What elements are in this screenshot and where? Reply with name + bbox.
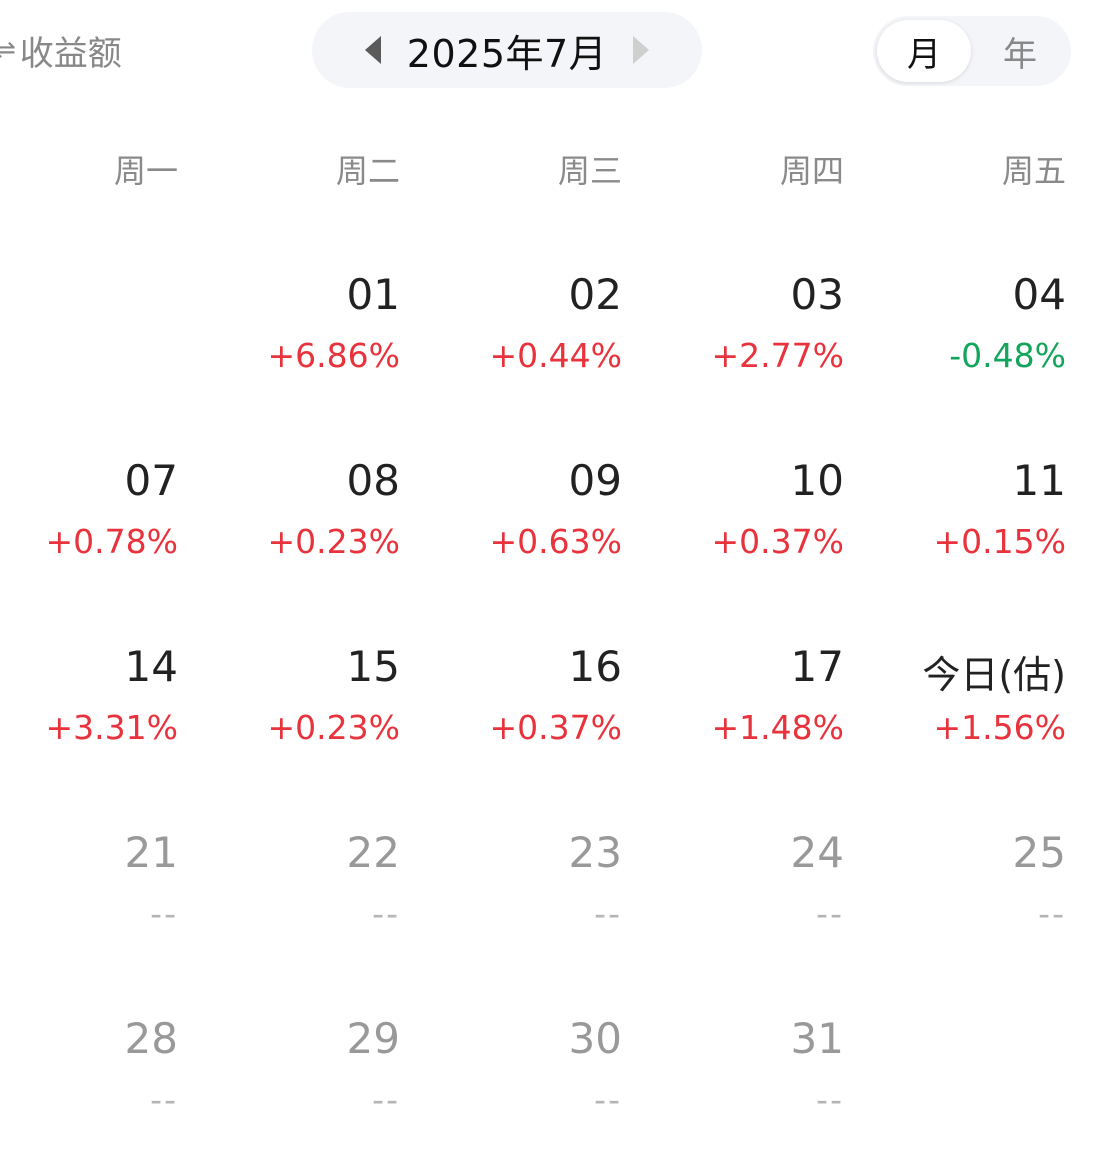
period-month-button[interactable]: 月 (877, 20, 971, 82)
calendar-day[interactable]: 03 +2.77% (624, 270, 844, 430)
metric-toggle-label: 收益额 (19, 33, 122, 74)
day-return-percent: -- (816, 894, 844, 933)
previous-month-icon[interactable] (364, 36, 381, 64)
calendar-day[interactable]: 21 -- (0, 828, 178, 988)
calendar-day[interactable]: 16 +0.37% (402, 642, 622, 802)
day-number: 01 (346, 270, 400, 319)
month-picker: 2025年7月 (312, 12, 702, 88)
day-number: 28 (124, 1014, 178, 1063)
calendar-day[interactable]: 22 -- (180, 828, 400, 988)
day-return-percent: +0.78% (45, 522, 178, 561)
day-number: 30 (568, 1014, 622, 1063)
day-return-percent: -- (150, 894, 178, 933)
weekday-label: 周四 (779, 152, 844, 190)
weekday-header-row: 周一 周二 周三 周四 周五 (0, 146, 1106, 190)
day-return-percent: -- (372, 1080, 400, 1119)
next-month-icon[interactable] (633, 36, 650, 64)
calendar-day[interactable]: 01 +6.86% (180, 270, 400, 430)
day-number: 22 (346, 828, 400, 877)
calendar-day[interactable]: 15 +0.23% (180, 642, 400, 802)
day-return-percent: -- (150, 1080, 178, 1119)
day-number: 今日(估) (922, 653, 1066, 697)
period-year-button[interactable]: 年 (1003, 34, 1037, 75)
day-number: 04 (1012, 270, 1066, 319)
calendar-day[interactable]: 30 -- (402, 1014, 622, 1174)
weekday-label: 周三 (557, 152, 622, 190)
day-return-percent: -0.48% (949, 336, 1066, 375)
day-return-percent: +2.77% (711, 336, 844, 375)
calendar-day[interactable]: 29 -- (180, 1014, 400, 1174)
day-return-percent: +1.56% (933, 708, 1066, 747)
day-number: 31 (790, 1014, 844, 1063)
day-number: 14 (124, 642, 178, 691)
day-number: 10 (790, 456, 844, 505)
calendar-day[interactable]: 17 +1.48% (624, 642, 844, 802)
calendar-grid: 01 +6.86% 02 +0.44% 03 +2.77% 04 -0.48% 07 +0.78%… (0, 270, 1066, 1119)
day-return-percent: -- (372, 894, 400, 933)
day-return-percent: +3.31% (45, 708, 178, 747)
day-number: 21 (124, 828, 178, 877)
calendar-day[interactable]: 31 -- (624, 1014, 844, 1174)
day-number: 17 (790, 642, 844, 691)
day-number: 11 (1012, 456, 1066, 505)
day-return-percent: -- (816, 1080, 844, 1119)
day-return-percent: -- (594, 1080, 622, 1119)
day-number: 24 (790, 828, 844, 877)
period-segmented-control: 月 年 (873, 16, 1071, 86)
metric-toggle[interactable]: ⇌ 收益额 (0, 28, 122, 74)
calendar-day[interactable]: 07 +0.78% (0, 456, 178, 616)
day-return-percent: +0.37% (711, 522, 844, 561)
calendar-day[interactable]: 09 +0.63% (402, 456, 622, 616)
day-return-percent: +0.15% (933, 522, 1066, 561)
day-number: 23 (568, 828, 622, 877)
calendar-day[interactable]: 25 -- (846, 828, 1066, 988)
calendar-header: ⇌ 收益额 2025年7月 月 年 (0, 0, 1106, 100)
day-number: 15 (346, 642, 400, 691)
day-return-percent: -- (1038, 894, 1066, 933)
calendar-day[interactable]: 23 -- (402, 828, 622, 988)
calendar-day[interactable]: 08 +0.23% (180, 456, 400, 616)
day-return-percent: +0.23% (267, 708, 400, 747)
calendar-day[interactable]: 14 +3.31% (0, 642, 178, 802)
day-number: 08 (346, 456, 400, 505)
day-number: 02 (568, 270, 622, 319)
calendar-day[interactable]: 11 +0.15% (846, 456, 1066, 616)
weekday-label: 周五 (1001, 152, 1066, 190)
calendar-day[interactable]: 28 -- (0, 1014, 178, 1174)
day-number: 25 (1012, 828, 1066, 877)
swap-icon: ⇌ (0, 35, 16, 65)
day-return-percent: +0.37% (489, 708, 622, 747)
calendar-day[interactable]: 02 +0.44% (402, 270, 622, 430)
day-return-percent: +1.48% (711, 708, 844, 747)
day-number: 16 (568, 642, 622, 691)
day-number: 29 (346, 1014, 400, 1063)
month-title: 2025年7月 (406, 31, 608, 76)
calendar-day-today[interactable]: 今日(估) +1.56% (846, 642, 1066, 802)
calendar-day[interactable]: 04 -0.48% (846, 270, 1066, 430)
calendar-day[interactable]: 10 +0.37% (624, 456, 844, 616)
day-return-percent: +6.86% (267, 336, 400, 375)
weekday-label: 周二 (335, 152, 400, 190)
day-number: 07 (124, 456, 178, 505)
day-return-percent: -- (594, 894, 622, 933)
day-number: 09 (568, 456, 622, 505)
calendar-day[interactable]: 24 -- (624, 828, 844, 988)
day-return-percent: +0.23% (267, 522, 400, 561)
day-return-percent: +0.44% (489, 336, 622, 375)
day-number: 03 (790, 270, 844, 319)
day-return-percent: +0.63% (489, 522, 622, 561)
weekday-label: 周一 (113, 152, 178, 190)
